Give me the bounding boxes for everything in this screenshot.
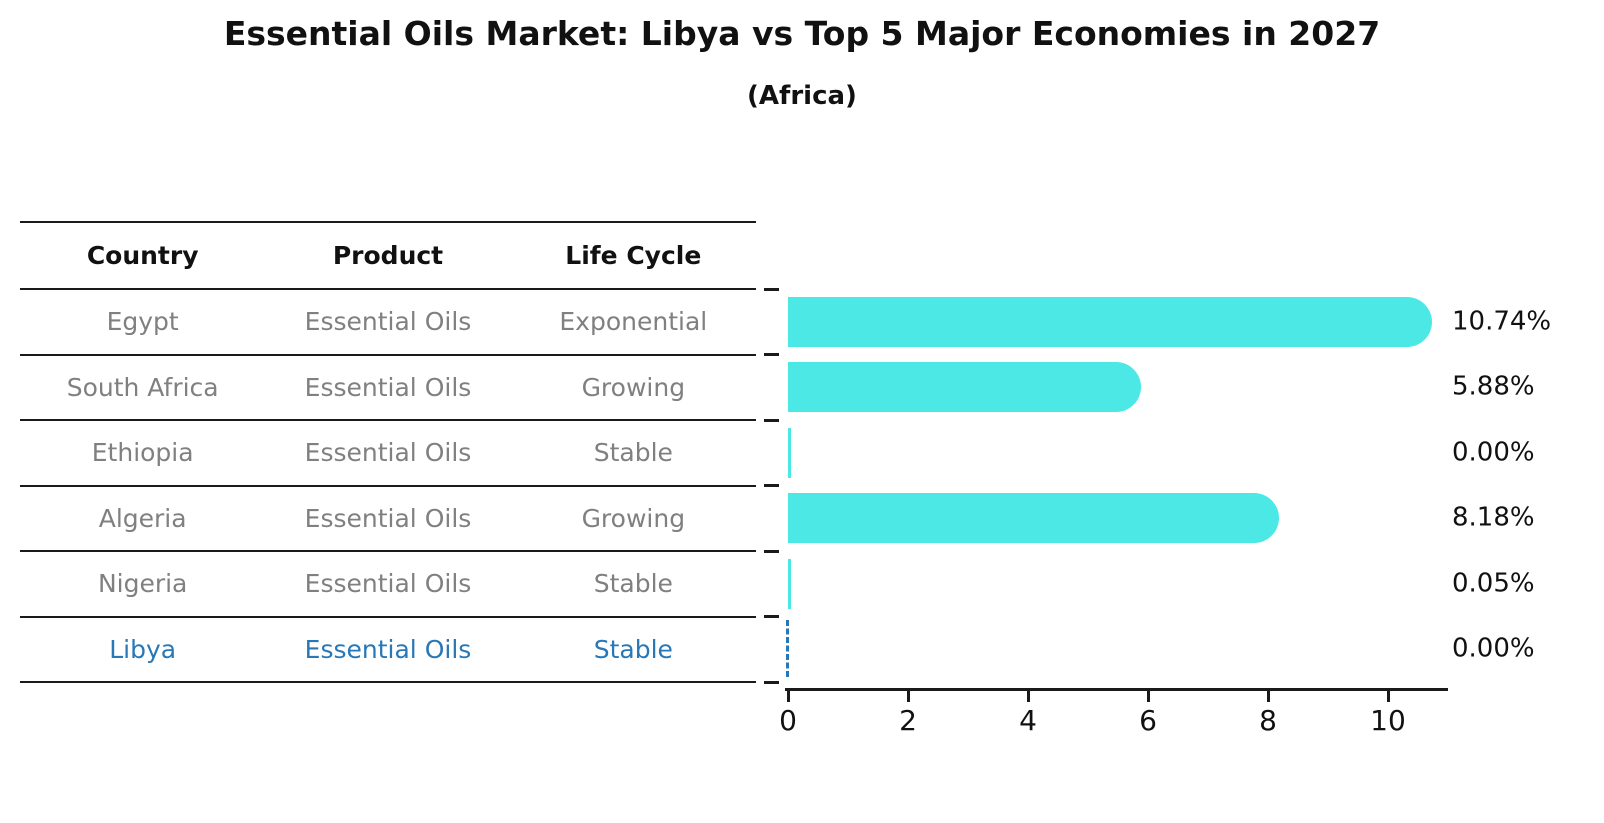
value-label-ethiopia: 0.00% bbox=[1452, 437, 1535, 468]
x-axis-tick bbox=[1266, 691, 1270, 702]
cell-life-cycle: Stable bbox=[593, 569, 673, 599]
cell-country: Egypt bbox=[106, 307, 179, 337]
cell-product: Essential Oils bbox=[304, 503, 472, 533]
cell-life-cycle: Growing bbox=[581, 503, 686, 533]
y-axis-tick bbox=[764, 549, 779, 553]
x-axis-tick bbox=[1146, 691, 1150, 702]
x-axis-tick bbox=[1026, 691, 1030, 702]
highlight-zero-dashed-line-libya bbox=[786, 619, 789, 677]
cell-life-cycle: Stable bbox=[593, 634, 673, 664]
chart-subtitle: (Africa) bbox=[747, 81, 857, 111]
cell-country: Ethiopia bbox=[91, 438, 194, 468]
value-label-egypt: 10.74% bbox=[1452, 306, 1552, 337]
table-grid-line bbox=[20, 221, 756, 223]
value-label-nigeria: 0.05% bbox=[1452, 568, 1535, 599]
table-grid-line bbox=[20, 484, 756, 487]
x-axis-tick-label: 10 bbox=[1370, 704, 1406, 737]
y-axis-tick bbox=[764, 615, 779, 618]
x-axis-tick-label: 0 bbox=[779, 704, 797, 737]
chart-title: Essential Oils Market: Libya vs Top 5 Ma… bbox=[223, 14, 1381, 53]
x-axis-tick bbox=[906, 691, 910, 702]
cell-country: South Africa bbox=[66, 372, 219, 402]
y-axis-tick bbox=[764, 680, 779, 684]
table-grid-line bbox=[20, 419, 756, 421]
bar-algeria bbox=[788, 493, 1279, 544]
column-header-product: Product bbox=[332, 241, 444, 270]
x-axis-tick bbox=[786, 691, 790, 702]
cell-life-cycle: Exponential bbox=[559, 307, 708, 337]
cell-product: Essential Oils bbox=[304, 372, 472, 402]
x-axis-tick bbox=[1386, 691, 1390, 702]
x-axis-tick-label: 4 bbox=[1019, 704, 1037, 737]
cell-life-cycle: Stable bbox=[593, 438, 673, 468]
x-axis-line bbox=[785, 688, 1448, 691]
y-axis-tick bbox=[764, 287, 779, 291]
cell-product: Essential Oils bbox=[304, 438, 472, 468]
table-grid-line bbox=[20, 615, 756, 618]
column-header-country: Country bbox=[86, 241, 199, 270]
value-label-libya: 0.00% bbox=[1452, 633, 1535, 664]
cell-product: Essential Oils bbox=[304, 634, 472, 664]
cell-life-cycle: Growing bbox=[581, 372, 686, 402]
cell-product: Essential Oils bbox=[304, 307, 472, 337]
bar-nigeria bbox=[788, 558, 791, 609]
bar-egypt bbox=[788, 296, 1433, 347]
cell-country: Nigeria bbox=[97, 569, 188, 599]
bar-ethiopia bbox=[788, 427, 791, 478]
column-header-life-cycle: Life Cycle bbox=[565, 241, 702, 270]
y-axis-tick bbox=[764, 418, 779, 422]
y-axis-tick bbox=[764, 484, 779, 487]
x-axis-tick-label: 2 bbox=[899, 704, 917, 737]
table-grid-line bbox=[20, 681, 756, 683]
x-axis-tick-label: 8 bbox=[1259, 704, 1277, 737]
x-axis-tick-label: 6 bbox=[1139, 704, 1157, 737]
table-grid-line bbox=[20, 550, 756, 552]
value-label-south-africa: 5.88% bbox=[1452, 371, 1535, 402]
cell-country: Algeria bbox=[98, 503, 187, 533]
bar-south-africa bbox=[788, 362, 1141, 413]
cell-product: Essential Oils bbox=[304, 569, 472, 599]
cell-country: Libya bbox=[109, 634, 177, 664]
table-grid-line bbox=[20, 288, 756, 290]
value-label-algeria: 8.18% bbox=[1452, 502, 1535, 533]
table-grid-line bbox=[20, 353, 756, 356]
y-axis-tick bbox=[764, 353, 779, 356]
